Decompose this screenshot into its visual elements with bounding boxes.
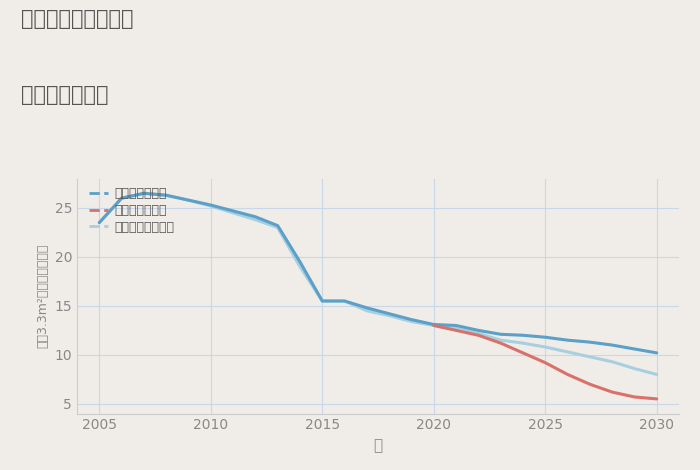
Y-axis label: 坪（3.3m²）単価（万円）: 坪（3.3m²）単価（万円） xyxy=(36,244,49,348)
Text: 土地の価格推移: 土地の価格推移 xyxy=(21,85,108,105)
Legend: グッドシナリオ, バッドシナリオ, ノーマルシナリオ: グッドシナリオ, バッドシナリオ, ノーマルシナリオ xyxy=(90,187,174,234)
Text: 三重県伊賀市真泥の: 三重県伊賀市真泥の xyxy=(21,9,134,30)
X-axis label: 年: 年 xyxy=(373,438,383,453)
